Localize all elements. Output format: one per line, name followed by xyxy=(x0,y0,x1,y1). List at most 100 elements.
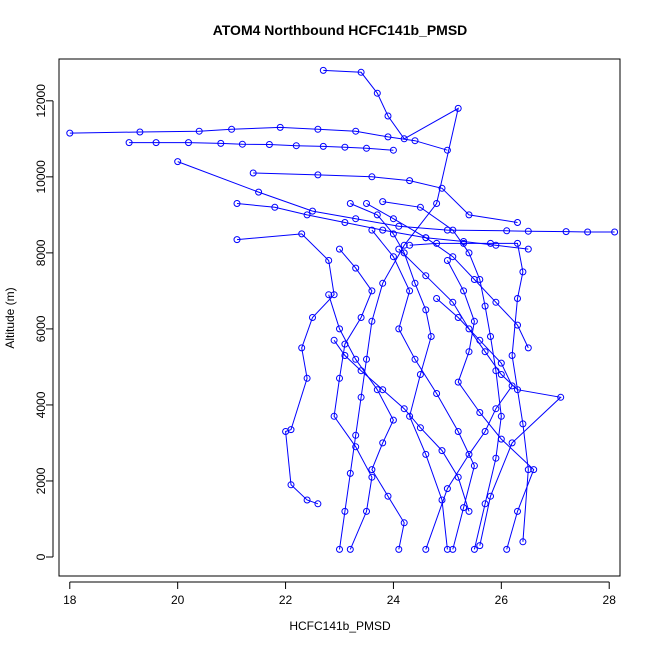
data-point xyxy=(433,390,441,397)
data-point xyxy=(185,139,192,147)
series-line-15 xyxy=(425,298,513,550)
data-point xyxy=(406,241,414,249)
data-point xyxy=(352,215,360,223)
data-point xyxy=(389,215,397,223)
data-point xyxy=(336,374,343,382)
data-point xyxy=(368,473,376,481)
data-point xyxy=(476,276,484,283)
data-point xyxy=(341,219,349,226)
data-point xyxy=(411,137,419,145)
data-point xyxy=(233,236,241,244)
data-point xyxy=(282,428,290,435)
data-point xyxy=(454,428,462,435)
data-point xyxy=(346,545,354,553)
data-point xyxy=(384,112,392,120)
data-point xyxy=(346,200,354,207)
series-line-2 xyxy=(129,142,394,151)
data-point xyxy=(395,222,403,230)
data-point xyxy=(449,298,457,306)
data-point xyxy=(303,211,311,219)
x-axis: 18 20 22 24 26 28 xyxy=(63,581,616,607)
series-line-6 xyxy=(236,233,335,505)
data-point xyxy=(481,428,489,435)
data-point xyxy=(449,226,457,234)
x-tick-label: 24 xyxy=(387,593,401,607)
data-point xyxy=(298,344,306,352)
data-point xyxy=(481,500,489,508)
data-point xyxy=(524,227,532,235)
data-point xyxy=(611,228,619,236)
data-point xyxy=(368,226,376,234)
data-point xyxy=(309,207,316,215)
data-point xyxy=(363,507,370,515)
data-point xyxy=(449,253,457,261)
data-point xyxy=(497,412,505,420)
data-point xyxy=(341,507,349,515)
x-axis-label: HCFC141b_PMSD xyxy=(289,619,391,633)
data-point xyxy=(416,371,424,378)
data-point xyxy=(519,268,527,276)
data-point xyxy=(276,123,284,131)
data-point xyxy=(443,226,451,234)
data-point xyxy=(330,412,338,420)
chart-title: ATOM4 Northbound HCFC141b_PMSD xyxy=(213,22,468,38)
x-tick-label: 20 xyxy=(171,593,185,607)
data-point xyxy=(514,507,521,515)
data-point xyxy=(481,302,489,310)
data-point xyxy=(357,314,365,321)
plot-frame xyxy=(58,58,621,577)
data-point xyxy=(470,545,478,553)
data-point xyxy=(487,492,494,500)
data-point xyxy=(363,200,370,207)
data-point xyxy=(584,228,592,236)
series-line-9 xyxy=(409,242,529,542)
data-point xyxy=(524,245,532,253)
data-point xyxy=(487,333,494,340)
data-point xyxy=(389,230,397,238)
data-point xyxy=(460,239,468,247)
data-point xyxy=(389,146,397,154)
data-point xyxy=(492,298,500,306)
data-point xyxy=(352,431,360,439)
data-point xyxy=(438,184,446,192)
data-point xyxy=(524,466,532,474)
data-point xyxy=(379,198,387,206)
data-point xyxy=(384,133,392,141)
data-point xyxy=(368,466,376,474)
data-point xyxy=(379,386,387,394)
data-point xyxy=(481,348,489,356)
data-point xyxy=(465,249,473,257)
data-point xyxy=(443,146,451,154)
data-point xyxy=(508,352,516,359)
data-point xyxy=(352,443,360,451)
data-point xyxy=(233,200,241,207)
data-point xyxy=(460,287,468,295)
data-point xyxy=(443,545,451,553)
data-point xyxy=(503,227,511,235)
data-point xyxy=(352,355,360,363)
data-point xyxy=(422,234,430,242)
data-point xyxy=(497,359,505,367)
data-point xyxy=(476,336,484,344)
data-point xyxy=(422,272,430,280)
x-tick-label: 26 xyxy=(495,593,509,607)
data-point xyxy=(487,239,494,247)
data-point xyxy=(400,135,408,143)
data-point xyxy=(454,314,462,321)
data-point xyxy=(352,264,360,272)
data-point xyxy=(357,68,365,76)
data-point xyxy=(454,104,462,112)
data-point xyxy=(363,144,370,152)
x-tick-label: 22 xyxy=(279,593,293,607)
y-tick-label: 2000 xyxy=(34,467,48,494)
data-point xyxy=(389,253,397,261)
y-axis-label: Altitude (m) xyxy=(3,287,17,348)
data-point xyxy=(314,125,322,133)
series-line-12 xyxy=(398,248,562,546)
data-point xyxy=(422,450,430,458)
data-point xyxy=(379,279,387,287)
data-point xyxy=(330,336,338,344)
data-point xyxy=(238,140,246,148)
data-point xyxy=(465,450,473,458)
